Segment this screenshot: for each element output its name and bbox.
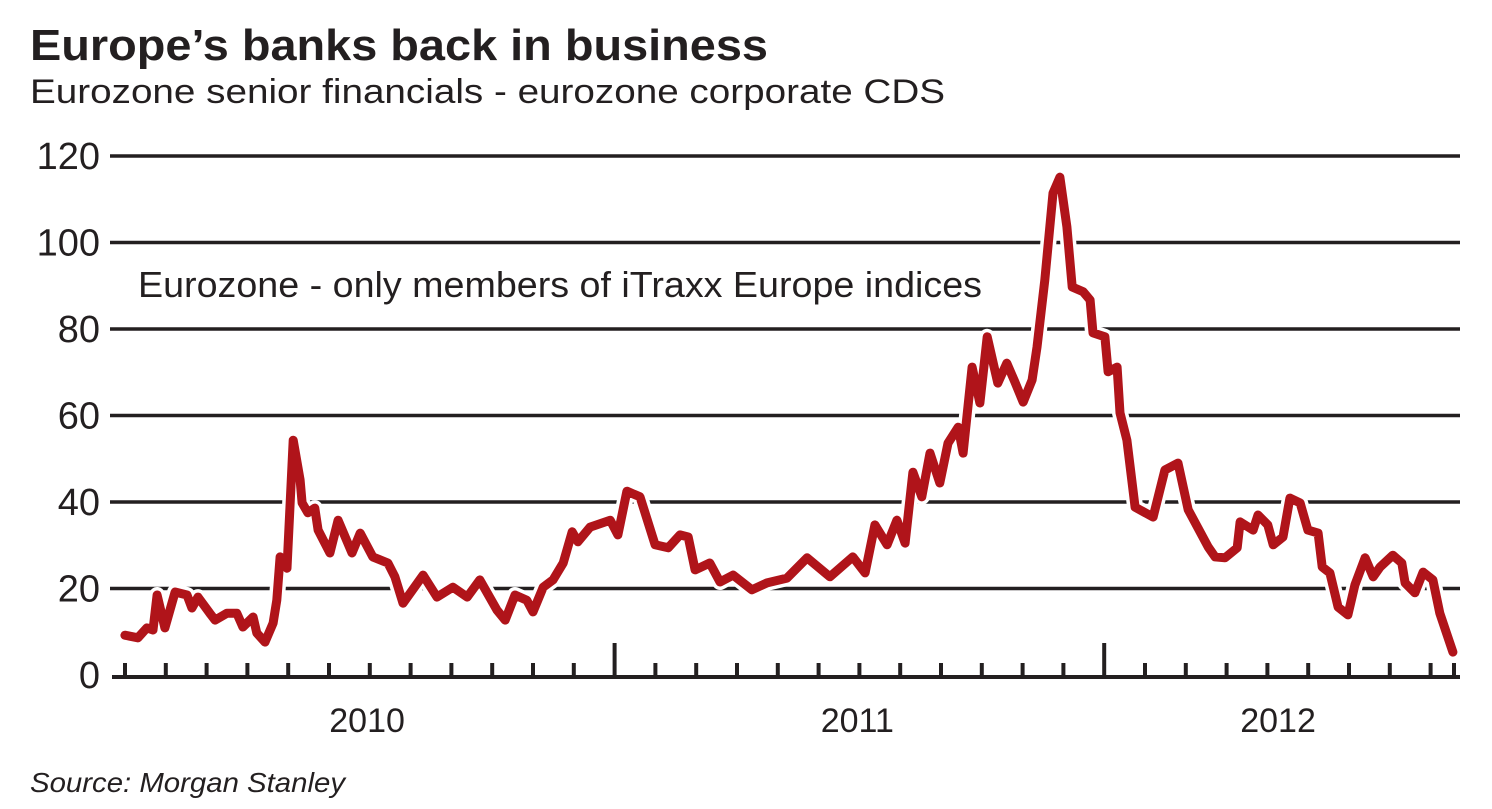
y-tick-label: 80 xyxy=(58,309,100,351)
source-note: Source: Morgan Stanley xyxy=(30,767,347,798)
x-tick-label: 2012 xyxy=(1240,702,1316,740)
y-tick-label: 100 xyxy=(37,223,100,265)
y-tick-label: 0 xyxy=(79,655,100,697)
y-tick-label: 20 xyxy=(58,569,100,611)
y-tick-label: 60 xyxy=(58,396,100,438)
x-tick-labels: 2010 2011 2012 xyxy=(329,702,1316,740)
chart-subtitle: Eurozone senior financials - eurozone co… xyxy=(30,73,945,111)
y-tick-label: 120 xyxy=(37,136,100,178)
annotation-background xyxy=(132,258,990,308)
gridlines xyxy=(110,154,1460,591)
series-annotation: Eurozone - only members of iTraxx Europe… xyxy=(138,264,982,305)
chart-title: Europe’s banks back in business xyxy=(30,21,768,70)
y-tick-labels: 0 20 40 60 80 100 120 xyxy=(37,136,100,697)
series-line xyxy=(120,172,1458,657)
x-tick-label: 2011 xyxy=(821,702,894,740)
x-axis xyxy=(112,643,1460,679)
x-tick-label: 2010 xyxy=(329,702,405,740)
y-tick-label: 40 xyxy=(58,482,100,524)
